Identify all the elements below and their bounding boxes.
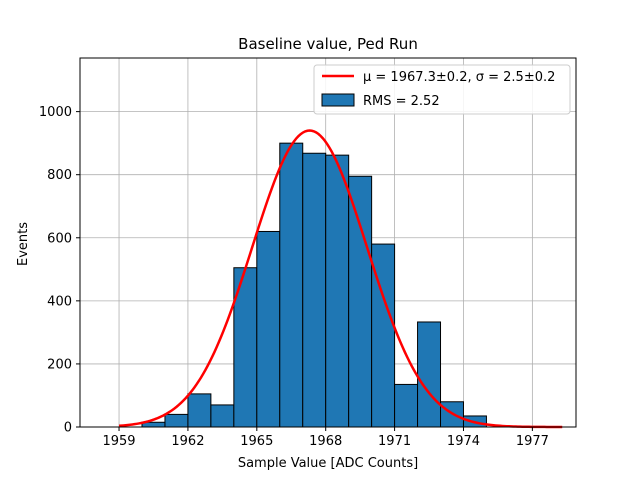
histogram-bar bbox=[210, 404, 235, 428]
x-tick-label: 1962 bbox=[171, 434, 204, 449]
x-tick-label: 1977 bbox=[516, 434, 549, 449]
histogram-bar bbox=[279, 142, 304, 428]
legend-fit-label: μ = 1967.3±0.2, σ = 2.5±0.2 bbox=[363, 70, 555, 85]
x-tick-label: 1959 bbox=[102, 434, 135, 449]
y-tick-label: 200 bbox=[47, 357, 72, 372]
legend-rms-label: RMS = 2.52 bbox=[363, 94, 440, 109]
y-tick-label: 0 bbox=[64, 421, 72, 436]
histogram-bar bbox=[187, 393, 212, 428]
x-tick-label: 1971 bbox=[378, 434, 411, 449]
legend-box bbox=[313, 64, 571, 115]
y-axis: 0 200 400 600 800 1000 bbox=[39, 105, 80, 436]
histogram-bar bbox=[325, 154, 350, 428]
legend: μ = 1967.3±0.2, σ = 2.5±0.2 RMS = 2.52 bbox=[313, 64, 571, 115]
y-tick-label: 400 bbox=[47, 294, 72, 309]
y-tick-label: 1000 bbox=[39, 105, 72, 120]
fit-curve-group bbox=[118, 129, 563, 429]
histogram-bar bbox=[394, 383, 419, 428]
chart-title: Baseline value, Ped Run bbox=[238, 35, 418, 53]
y-tick-label: 800 bbox=[47, 168, 72, 183]
x-tick-label: 1974 bbox=[447, 434, 480, 449]
plot-frame bbox=[79, 57, 577, 428]
histogram-bar bbox=[417, 321, 442, 428]
x-axis-label: Sample Value [ADC Counts] bbox=[238, 456, 418, 471]
legend-rms-swatch bbox=[321, 93, 355, 107]
gaussian-fit-curve bbox=[118, 129, 563, 429]
histogram-bars bbox=[141, 142, 487, 428]
y-tick-label: 600 bbox=[47, 231, 72, 246]
histogram-bar bbox=[164, 413, 189, 428]
y-axis-label: Events bbox=[16, 222, 31, 266]
x-tick-label: 1965 bbox=[240, 434, 273, 449]
histogram-bar bbox=[256, 230, 281, 428]
x-tick-label: 1968 bbox=[309, 434, 342, 449]
histogram-bar bbox=[348, 175, 373, 428]
histogram-bar bbox=[302, 152, 327, 428]
x-axis: 1959 1962 1965 1968 1971 1974 1977 bbox=[102, 427, 549, 449]
